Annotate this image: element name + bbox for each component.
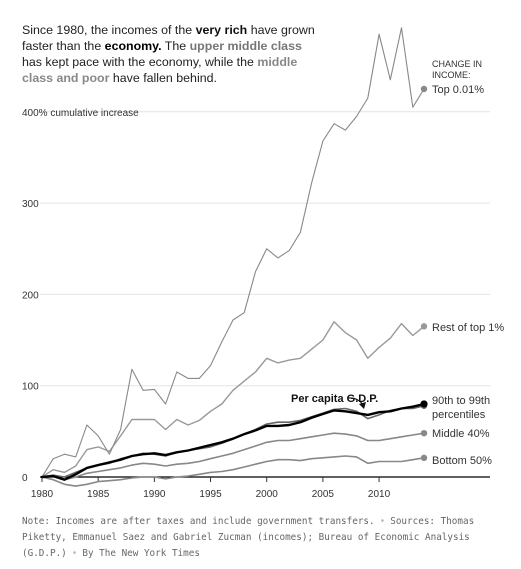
y-tick-label: 0 (22, 473, 28, 484)
series-end-point-top001 (420, 85, 428, 93)
series-label-top001: Top 0.01% (432, 84, 484, 96)
x-tick-label: 1990 (143, 489, 166, 500)
series-label-p90_99: 90th to 99th (432, 395, 490, 407)
gdp-arrowhead-icon (359, 402, 366, 409)
y-tick-label: 300 (22, 199, 39, 210)
y-tick-label: 400% cumulative increase (22, 108, 139, 119)
footnote-separator-icon: • (379, 516, 386, 527)
x-tick-label: 2000 (256, 489, 279, 500)
series-label-middle40: Middle 40% (432, 428, 490, 440)
chart-footnote: Note: Incomes are after taxes and includ… (22, 514, 502, 562)
intro-highlight-middle-poor: middle class and poor (22, 55, 298, 85)
x-tick-label: 1985 (87, 489, 110, 500)
series-line-middle40 (41, 432, 425, 481)
legend-title: CHANGE IN (432, 59, 482, 69)
series-line-bottom50 (41, 455, 425, 487)
intro-text-4: has kept pace with the economy, while th… (22, 55, 258, 69)
x-tick-label: 1995 (199, 489, 222, 500)
footnote-note: Note: Incomes are after taxes and includ… (22, 516, 375, 527)
intro-highlight-very-rich: very rich (195, 23, 248, 37)
footnote-separator-icon: • (71, 548, 78, 559)
series-end-point-gdp (420, 400, 428, 408)
series-line-gdp (40, 402, 426, 481)
intro-text-1: Since 1980, the incomes of the (22, 23, 196, 37)
series-line-rest1 (41, 321, 425, 478)
series-end-point-middle40 (420, 429, 428, 437)
series-label-bottom50: Bottom 50% (432, 455, 492, 467)
x-tick-label: 2010 (368, 489, 391, 500)
legend-title: INCOME: (432, 70, 471, 80)
series-label-rest1: Rest of top 1% (432, 322, 504, 334)
footnote-sources: Sources: Thomas Piketty, Emmanuel Saez a… (22, 516, 475, 559)
series-line-p90_99 (41, 404, 425, 478)
intro-text-3: The (161, 39, 190, 53)
footnote-byline: By The New York Times (82, 548, 200, 559)
intro-highlight-upper-middle: upper middle class (189, 39, 302, 53)
x-tick-label: 1980 (31, 489, 54, 500)
y-tick-label: 100 (22, 382, 39, 393)
x-tick-label: 2005 (312, 489, 335, 500)
series-label-p90_99: percentiles (432, 409, 486, 421)
intro-text-5: have fallen behind. (109, 71, 217, 85)
intro-highlight-economy: economy. (104, 39, 162, 53)
y-tick-label: 200 (22, 290, 39, 301)
series-end-point-rest1 (420, 323, 428, 330)
series-end-point-bottom50 (420, 454, 428, 462)
series-line-top001 (41, 27, 425, 478)
chart-intro: Since 1980, the incomes of the very rich… (22, 22, 322, 86)
series-label-gdp: Per capita G.D.P. (291, 393, 378, 405)
intro-text-2: have grown faster than the (22, 23, 315, 53)
